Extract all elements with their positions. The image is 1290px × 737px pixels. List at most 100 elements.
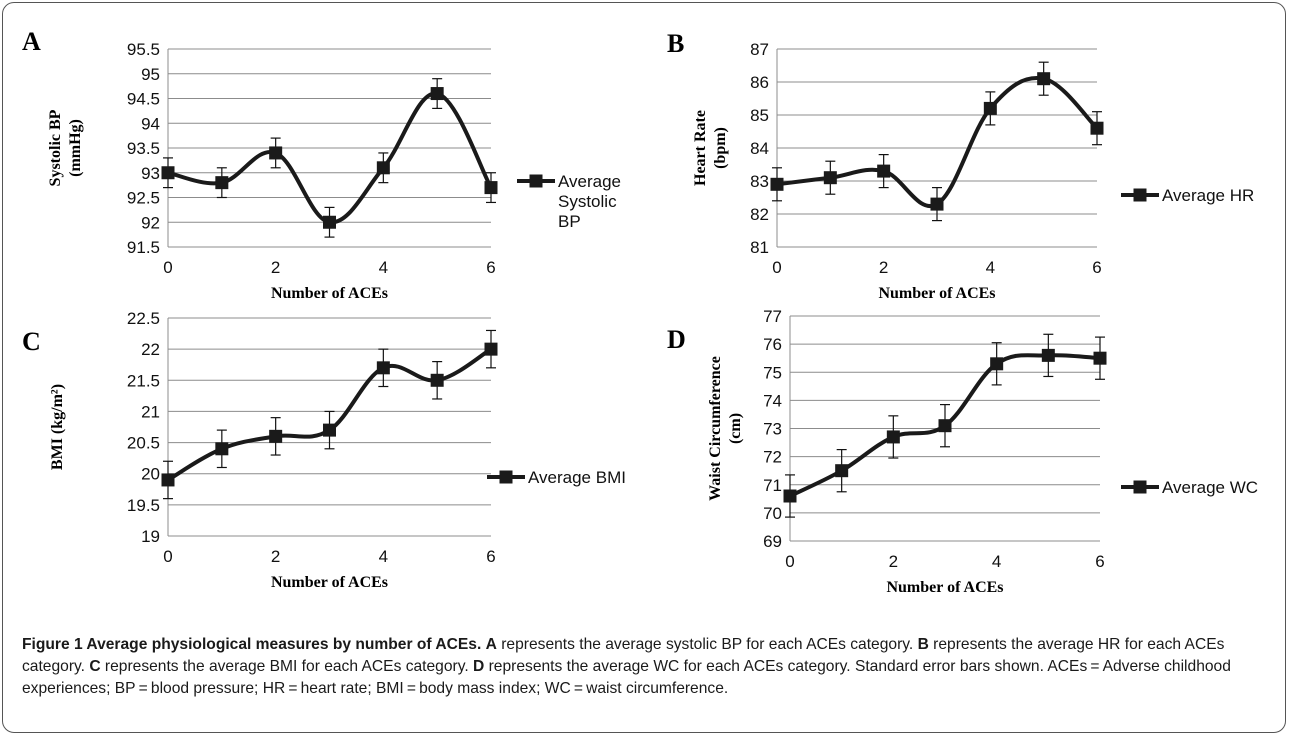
y-tick-label: 20 <box>141 465 160 484</box>
data-point-marker <box>1091 122 1104 135</box>
data-point-marker <box>835 464 848 477</box>
data-point-marker <box>771 178 784 191</box>
y-tick-label: 75 <box>763 363 782 382</box>
data-point-marker <box>1037 72 1050 85</box>
y-tick-label: 76 <box>763 335 782 354</box>
data-point-marker <box>984 102 997 115</box>
x-tick-label: 2 <box>889 552 898 571</box>
data-point-marker <box>323 424 336 437</box>
y-tick-label: 72 <box>763 448 782 467</box>
y-tick-label: 93.5 <box>127 139 160 158</box>
y-tick-label: 84 <box>750 139 769 158</box>
y-tick-label: 74 <box>763 391 782 410</box>
y-tick-label: 95.5 <box>127 40 160 59</box>
y-tick-label: 19.5 <box>127 496 160 515</box>
panel-letter-d: D <box>667 325 686 354</box>
data-point-marker <box>824 171 837 184</box>
series-line <box>168 93 491 222</box>
data-point-marker <box>162 473 175 486</box>
y-tick-label: 91.5 <box>127 238 160 257</box>
y-tick-label: 21.5 <box>127 371 160 390</box>
y-tick-label: 69 <box>763 532 782 551</box>
legend-marker-swatch <box>1134 481 1147 494</box>
x-tick-label: 2 <box>271 547 280 566</box>
y-tick-label: 22 <box>141 340 160 359</box>
series-line <box>777 78 1097 206</box>
x-tick-label: 2 <box>879 258 888 277</box>
chart-panel-c: C 19 19.5 20 20.5 21 21.5 22 22.5 0 2 4 6 Number of A… <box>22 309 626 591</box>
caption-label-d: D <box>473 658 484 675</box>
data-point-marker <box>215 176 228 189</box>
data-point-marker <box>269 146 282 159</box>
x-tick-label: 0 <box>785 552 794 571</box>
y-tick-label: 95 <box>141 65 160 84</box>
data-point-marker <box>269 430 282 443</box>
data-point-marker <box>939 419 952 432</box>
x-tick-label: 4 <box>992 552 1001 571</box>
y-tick-label: 83 <box>750 172 769 191</box>
y-tick-label: 21 <box>141 402 160 421</box>
x-tick-label: 6 <box>1092 258 1101 277</box>
data-point-marker <box>162 166 175 179</box>
y-tick-label: 92.5 <box>127 189 160 208</box>
legend-label: Average BMI <box>528 468 626 487</box>
caption-figure-label: Figure 1 Average physiological measures … <box>22 636 481 653</box>
x-tick-label: 0 <box>772 258 781 277</box>
x-axis-title: Number of ACEs <box>878 285 995 302</box>
y-tick-label: 73 <box>763 420 782 439</box>
y-tick-label: 22.5 <box>127 309 160 328</box>
x-tick-label: 0 <box>163 547 172 566</box>
y-axis-title: BMI (kg/m²) <box>49 384 66 470</box>
legend-marker-swatch <box>500 471 513 484</box>
legend: Average BMI <box>487 468 626 487</box>
y-tick-label: 94 <box>141 114 160 133</box>
y-tick-label: 77 <box>763 307 782 326</box>
y-tick-label: 92 <box>141 213 160 232</box>
x-tick-label: 0 <box>163 258 172 277</box>
data-point-marker <box>377 161 390 174</box>
legend-label: Average WC <box>1162 478 1258 497</box>
legend: Average Systolic BP <box>517 172 621 231</box>
legend-marker-swatch <box>530 175 543 188</box>
caption-label-c: C <box>89 658 100 675</box>
y-tick-label: 82 <box>750 205 769 224</box>
legend-label: Average Systolic BP <box>558 172 621 231</box>
data-point-marker <box>1094 352 1107 365</box>
data-point-marker <box>1042 349 1055 362</box>
panel-letter-a: A <box>22 27 41 56</box>
y-tick-label: 94.5 <box>127 90 160 109</box>
y-tick-label: 87 <box>750 40 769 59</box>
x-tick-label: 4 <box>379 547 388 566</box>
data-point-marker <box>485 181 498 194</box>
chart-panel-a: A 91.5 92 92.5 93 93.5 94 94.5 95 95.5 0 2 4 6 Number … <box>22 27 621 302</box>
legend-marker-swatch <box>1134 189 1147 202</box>
x-tick-label: 4 <box>379 258 388 277</box>
y-axis-title: Waist Circumference (cm) <box>707 356 744 501</box>
x-tick-label: 2 <box>271 258 280 277</box>
data-point-marker <box>990 357 1003 370</box>
x-tick-label: 6 <box>486 547 495 566</box>
x-tick-label: 6 <box>1095 552 1104 571</box>
x-tick-label: 6 <box>486 258 495 277</box>
data-point-marker <box>431 87 444 100</box>
data-point-marker <box>887 430 900 443</box>
data-point-marker <box>377 361 390 374</box>
y-tick-label: 85 <box>750 106 769 125</box>
figure-charts: A 91.5 92 92.5 93 93.5 94 94.5 95 95.5 0 2 4 6 Number … <box>0 0 1290 630</box>
chart-panel-d: D 69 70 71 72 73 74 75 76 77 0 2 4 6 Number of ACEs Wai… <box>667 307 1258 596</box>
data-point-marker <box>323 216 336 229</box>
y-tick-label: 70 <box>763 504 782 523</box>
panel-letter-c: C <box>22 327 41 356</box>
y-tick-label: 20.5 <box>127 434 160 453</box>
data-point-marker <box>784 490 797 503</box>
legend: Average HR <box>1121 186 1254 205</box>
caption-text-a: represents the average systolic BP for e… <box>497 636 918 653</box>
y-tick-label: 81 <box>750 238 769 257</box>
y-tick-label: 71 <box>763 476 782 495</box>
data-point-marker <box>485 343 498 356</box>
figure-caption: Figure 1 Average physiological measures … <box>22 634 1272 700</box>
caption-text-c: represents the average BMI for each ACEs… <box>101 658 473 675</box>
panel-letter-b: B <box>667 29 684 58</box>
legend-label: Average HR <box>1162 186 1254 205</box>
y-tick-label: 93 <box>141 164 160 183</box>
